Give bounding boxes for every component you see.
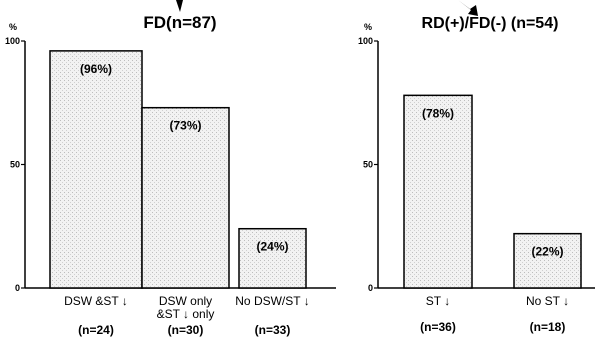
chart-left-count-label: (n=33) xyxy=(255,323,291,337)
chart-right-value-label: (78%) xyxy=(422,106,454,120)
chart-left-ytick-label: 0 xyxy=(15,283,20,293)
chart-left-title: FD(n=87) xyxy=(143,13,216,32)
chart-left-ytick-label: 50 xyxy=(10,160,20,170)
chart-right-ytick-label: 50 xyxy=(363,160,373,170)
chart-right-ytick-label: 0 xyxy=(368,283,373,293)
chart-right-title: RD(+)/FD(-) (n=54) xyxy=(422,15,559,32)
chart-right-ytick-label: 100 xyxy=(358,36,373,46)
chart-left-ylabel: % xyxy=(9,22,17,32)
chart-left-bar xyxy=(49,50,143,289)
chart-left-value-label: (73%) xyxy=(169,119,201,133)
chart-left-count-label: (n=24) xyxy=(78,323,114,337)
chart-left-bar xyxy=(238,227,307,289)
chart-left-category-label: DSW &ST ↓ xyxy=(64,294,128,308)
chart-right-ylabel: % xyxy=(364,22,372,32)
chart-left-category-label: DSW only &ST ↓ only xyxy=(157,294,215,321)
chart-right-bar xyxy=(513,232,582,289)
chart-left-category-label: No DSW/ST ↓ xyxy=(235,294,309,308)
arrow-mark-left xyxy=(176,0,183,12)
chart-left-value-label: (24%) xyxy=(256,240,288,254)
chart-right-bar xyxy=(403,94,473,289)
chart-left-count-label: (n=30) xyxy=(168,323,204,337)
chart-right-count-label: (n=36) xyxy=(420,320,456,334)
chart-left-value-label: (96%) xyxy=(80,62,112,76)
chart-right-value-label: (22%) xyxy=(531,245,563,259)
arrow-mark-right xyxy=(458,0,478,16)
chart-right-category-label: ST ↓ xyxy=(426,294,450,308)
chart-right-count-label: (n=18) xyxy=(530,320,566,334)
chart-left-ytick-label: 100 xyxy=(5,36,20,46)
chart-left-bar xyxy=(141,106,230,289)
chart-right-category-label: No ST ↓ xyxy=(526,294,569,308)
